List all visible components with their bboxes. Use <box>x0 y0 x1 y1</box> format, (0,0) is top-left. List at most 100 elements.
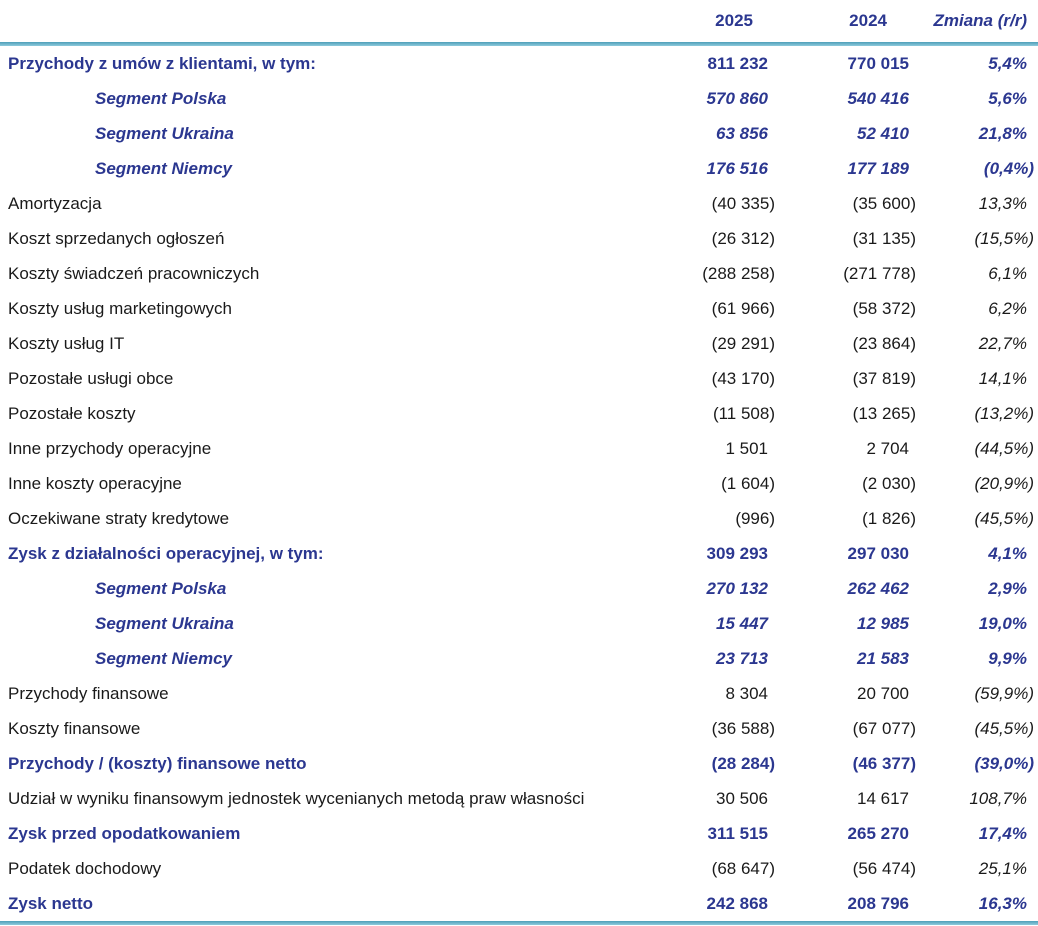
value-2025: 1 501 <box>725 439 768 458</box>
value-2025: 309 293 <box>706 544 768 563</box>
value-2025: (43 170) <box>711 369 775 388</box>
table-row: Udział w wyniku finansowym jednostek wyc… <box>0 781 1038 816</box>
row-label: Koszty usług IT <box>8 334 125 353</box>
value-2025: (11 508) <box>712 404 775 423</box>
row-label: Koszty świadczeń pracowniczych <box>8 264 260 283</box>
value-change-yoy: (45,5%) <box>974 719 1034 738</box>
table-row: Segment Polska 270 132 262 462 2,9% <box>0 571 1038 606</box>
value-2024: 12 985 <box>857 614 909 633</box>
value-change-yoy: 5,4% <box>988 54 1027 73</box>
value-change-yoy: (39,0%) <box>974 754 1034 773</box>
value-change-yoy: 17,4% <box>978 824 1027 843</box>
row-label: Segment Polska <box>95 579 227 598</box>
value-2024: (1 826) <box>862 509 916 528</box>
value-change-yoy: (20,9%) <box>974 474 1034 493</box>
row-label: Podatek dochodowy <box>8 859 162 878</box>
row-label: Przychody finansowe <box>8 684 169 703</box>
table-row: Koszty świadczeń pracowniczych (288 258)… <box>0 256 1038 291</box>
row-label: Udział w wyniku finansowym jednostek wyc… <box>8 789 585 808</box>
value-2024: 208 796 <box>847 894 909 913</box>
value-change-yoy: 6,1% <box>988 264 1027 283</box>
table-row: Zysk przed opodatkowaniem 311 515 265 27… <box>0 816 1038 851</box>
value-2024: (271 778) <box>843 264 916 283</box>
value-2024: 14 617 <box>857 789 909 808</box>
value-2025: (1 604) <box>721 474 775 493</box>
table-row: Podatek dochodowy (68 647) (56 474) 25,1… <box>0 851 1038 886</box>
value-2024: (2 030) <box>862 474 916 493</box>
value-2025: 270 132 <box>706 579 768 598</box>
table-row: Przychody / (koszty) finansowe netto (28… <box>0 746 1038 781</box>
value-change-yoy: 25,1% <box>978 859 1027 878</box>
table-row: Oczekiwane straty kredytowe (996) (1 826… <box>0 501 1038 536</box>
value-2025: 242 868 <box>706 894 768 913</box>
value-2024: (67 077) <box>852 719 916 738</box>
value-2024: 20 700 <box>857 684 909 703</box>
value-2025: (68 647) <box>711 859 775 878</box>
value-change-yoy: 6,2% <box>988 299 1027 318</box>
table-row: Inne przychody operacyjne 1 501 2 704 (4… <box>0 431 1038 466</box>
row-label: Segment Polska <box>95 89 227 108</box>
value-change-yoy: 2,9% <box>988 579 1027 598</box>
table-body: Przychody z umów z klientami, w tym: 811… <box>0 46 1038 921</box>
value-change-yoy: (44,5%) <box>974 439 1034 458</box>
table-row: Koszty finansowe (36 588) (67 077) (45,5… <box>0 711 1038 746</box>
value-2025: 811 232 <box>707 54 768 73</box>
value-2024: (46 377) <box>852 754 916 773</box>
table-row: Amortyzacja (40 335) (35 600) 13,3% <box>0 186 1038 221</box>
value-2024: 2 704 <box>866 439 909 458</box>
table-header-row: 2025 2024 Zmiana (r/r) <box>0 0 1038 42</box>
value-2024: (58 372) <box>852 299 916 318</box>
value-2025: 176 516 <box>706 159 768 178</box>
column-header-change-yoy: Zmiana (r/r) <box>933 11 1027 30</box>
value-2025: 23 713 <box>716 649 768 668</box>
row-label: Amortyzacja <box>8 194 102 213</box>
table-row: Przychody z umów z klientami, w tym: 811… <box>0 46 1038 81</box>
table-bottom-rule <box>0 921 1038 925</box>
value-change-yoy: 13,3% <box>978 194 1027 213</box>
row-label: Pozostałe usługi obce <box>8 369 174 388</box>
table-row: Segment Niemcy 176 516 177 189 (0,4%) <box>0 151 1038 186</box>
row-label: Przychody z umów z klientami, w tym: <box>8 54 316 73</box>
value-2025: 570 860 <box>706 89 768 108</box>
value-2024: (31 135) <box>852 229 916 248</box>
value-change-yoy: (59,9%) <box>974 684 1034 703</box>
table-row: Segment Ukraina 15 447 12 985 19,0% <box>0 606 1038 641</box>
value-2024: (23 864) <box>852 334 916 353</box>
header-divider-rule <box>0 42 1038 46</box>
row-label: Inne koszty operacyjne <box>8 474 182 493</box>
row-label: Segment Niemcy <box>95 159 232 178</box>
table-row: Segment Ukraina 63 856 52 410 21,8% <box>0 116 1038 151</box>
row-label: Zysk przed opodatkowaniem <box>8 824 241 843</box>
value-2024: 21 583 <box>857 649 909 668</box>
row-label: Koszty usług marketingowych <box>8 299 232 318</box>
value-change-yoy: 14,1% <box>978 369 1027 388</box>
row-label: Pozostałe koszty <box>8 404 136 423</box>
value-2025: (61 966) <box>711 299 775 318</box>
value-2025: (28 284) <box>711 754 775 773</box>
value-change-yoy: 16,3% <box>978 894 1027 913</box>
row-label: Koszty finansowe <box>8 719 141 738</box>
value-2025: (36 588) <box>711 719 775 738</box>
table-row: Koszty usług marketingowych (61 966) (58… <box>0 291 1038 326</box>
value-change-yoy: 22,7% <box>978 334 1027 353</box>
column-header-2024: 2024 <box>849 11 887 30</box>
table-row: Pozostałe usługi obce (43 170) (37 819) … <box>0 361 1038 396</box>
value-2025: (40 335) <box>711 194 775 213</box>
value-2024: 540 416 <box>847 89 909 108</box>
value-2025: 8 304 <box>725 684 768 703</box>
value-change-yoy: 19,0% <box>978 614 1027 633</box>
value-change-yoy: 4,1% <box>988 544 1027 563</box>
value-change-yoy: 21,8% <box>978 124 1027 143</box>
value-2025: 311 515 <box>707 824 768 843</box>
value-2024: (35 600) <box>852 194 916 213</box>
table-row: Zysk netto 242 868 208 796 16,3% <box>0 886 1038 921</box>
table-row: Segment Niemcy 23 713 21 583 9,9% <box>0 641 1038 676</box>
row-label: Zysk z działalności operacyjnej, w tym: <box>8 544 324 563</box>
value-2025: (29 291) <box>711 334 775 353</box>
value-change-yoy: (0,4%) <box>983 159 1034 178</box>
table-row: Segment Polska 570 860 540 416 5,6% <box>0 81 1038 116</box>
value-change-yoy: (45,5%) <box>974 509 1034 528</box>
value-2024: 770 015 <box>847 54 909 73</box>
value-2024: 297 030 <box>847 544 909 563</box>
